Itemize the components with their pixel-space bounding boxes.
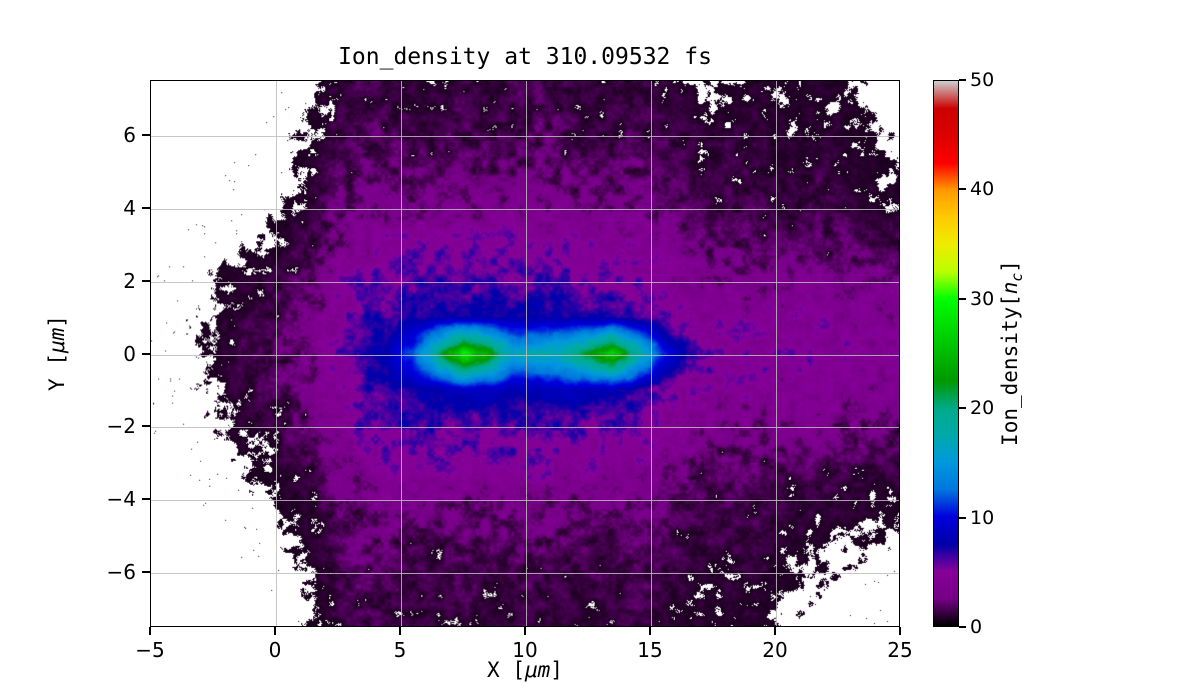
x-axis-tick-mark [774, 627, 776, 635]
colorbar-label-prefix: Ion_density[ [997, 294, 1022, 446]
grid-line-horizontal [151, 573, 899, 575]
y-axis-tick-mark [142, 498, 150, 501]
grid-line-vertical [776, 81, 777, 626]
x-axis-label-suffix: ] [550, 658, 563, 682]
grid-line-horizontal [151, 354, 899, 356]
x-axis-tick-label: 15 [637, 638, 663, 662]
colorbar-tick-mark [959, 79, 966, 81]
colorbar-label-var: n [997, 281, 1022, 295]
colorbar-tick-label: 10 [970, 506, 995, 529]
colorbar-label: Ion_density[nc] [998, 260, 1026, 446]
grid-line-vertical [401, 81, 402, 626]
colorbar-label-sub: c [1009, 272, 1027, 282]
grid-line-horizontal [151, 427, 899, 429]
grid-line-vertical [651, 81, 652, 626]
y-axis-tick-mark [142, 206, 150, 209]
colorbar-tick-label: 50 [970, 69, 995, 91]
y-axis-tick-label: 6 [123, 122, 136, 147]
colorbar-tick-mark [959, 626, 966, 628]
x-axis-tick-mark [274, 627, 276, 635]
colorbar-tick-mark [959, 516, 966, 519]
y-axis-tick-label: −4 [106, 487, 136, 512]
x-axis-tick-mark [524, 627, 526, 635]
colorbar-tick-label: 0 [970, 616, 983, 638]
colorbar-canvas [934, 81, 958, 626]
colorbar-tick-label: 40 [970, 178, 995, 201]
grid-line-vertical [526, 81, 527, 626]
x-axis-tick-mark [149, 627, 151, 635]
colorbar-tick-label: 30 [970, 287, 995, 310]
colorbar-label-suffix: ] [997, 260, 1022, 273]
plot-title: Ion_density at 310.09532 fs [338, 44, 712, 70]
x-axis-label: X [μm] [150, 658, 900, 682]
x-axis-tick-label: −5 [135, 638, 165, 662]
y-axis-tick-label: 4 [123, 195, 136, 220]
x-axis-tick-label: 5 [393, 638, 407, 662]
y-axis-tick-label: 0 [123, 341, 136, 366]
x-axis-tick-mark [399, 627, 401, 635]
y-axis-label-suffix: ] [45, 315, 69, 328]
colorbar-tick-mark [959, 407, 966, 410]
y-axis-tick-label: −2 [106, 414, 136, 439]
grid-line-horizontal [151, 208, 899, 210]
heatmap-canvas [151, 81, 899, 626]
plot-area [150, 80, 900, 627]
grid-line-horizontal [151, 500, 899, 502]
colorbar-tick-mark [959, 297, 966, 300]
colorbar [933, 80, 959, 627]
x-axis-label-unit: μm [524, 658, 551, 682]
y-axis-tick-mark [142, 279, 150, 282]
grid-line-horizontal [151, 281, 899, 283]
y-axis-tick-label: −6 [106, 560, 136, 585]
x-axis-tick-label: 20 [762, 638, 788, 662]
x-axis-tick-label: 0 [268, 638, 282, 662]
y-axis-tick-mark [142, 352, 150, 355]
x-axis-tick-label: 10 [512, 638, 538, 662]
grid-line-vertical [276, 81, 277, 626]
y-axis-tick-mark [142, 133, 150, 136]
x-axis-tick-mark [899, 627, 901, 635]
y-axis-tick-mark [142, 425, 150, 428]
grid-line-horizontal [151, 135, 899, 137]
colorbar-tick-label: 20 [970, 397, 995, 420]
y-axis-tick-label: 2 [123, 268, 136, 293]
x-axis-tick-mark [649, 627, 651, 635]
y-axis-tick-mark [142, 571, 150, 574]
y-axis-label: Y [μm] [45, 315, 69, 391]
y-axis-label-unit: μm [45, 327, 69, 354]
y-axis-label-prefix: Y [ [45, 353, 69, 391]
x-axis-label-prefix: X [ [487, 658, 525, 682]
x-axis-tick-label: 25 [887, 638, 913, 662]
colorbar-tick-mark [959, 188, 966, 191]
